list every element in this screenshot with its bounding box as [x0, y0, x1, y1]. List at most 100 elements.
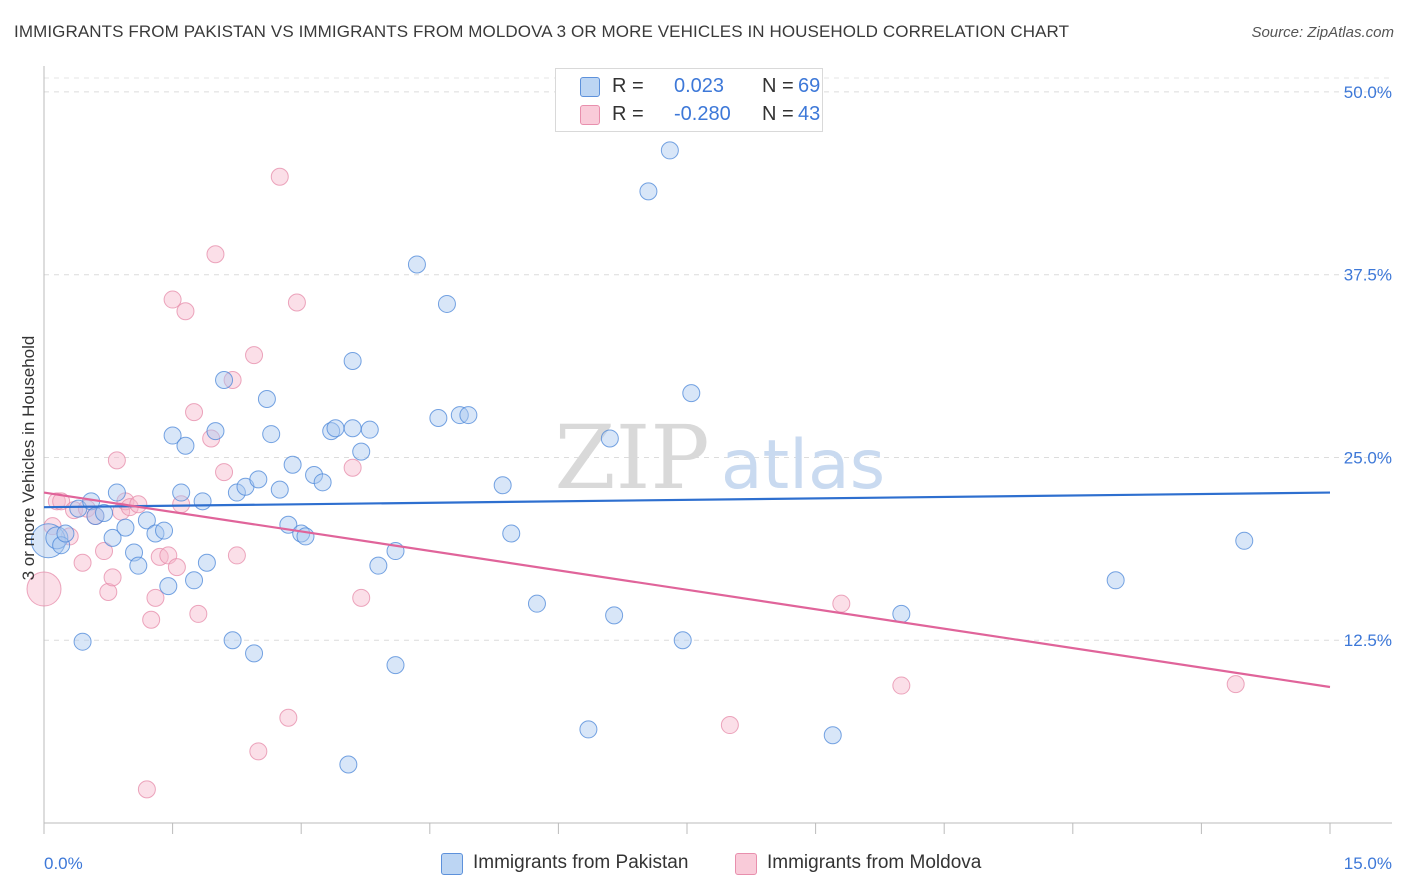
moldova-point	[99, 582, 118, 601]
moldova-point	[892, 676, 911, 695]
legend-r-value: 0.023	[674, 74, 725, 97]
moldova-point	[245, 346, 264, 365]
pakistan-point	[600, 429, 619, 448]
y-tick-label: 37.5%	[1344, 266, 1392, 285]
pakistan-point	[197, 553, 216, 572]
moldova-point	[720, 716, 739, 735]
pakistan-point	[437, 294, 456, 313]
pakistan-point	[493, 476, 512, 495]
moldova-point	[189, 604, 208, 623]
moldova-point	[832, 594, 851, 613]
moldova-trend-line	[43, 491, 1331, 689]
pakistan-point	[823, 726, 842, 745]
pakistan-point	[172, 483, 191, 502]
watermark-atlas: atlas	[721, 426, 885, 505]
pakistan-point	[176, 436, 195, 455]
pakistan-point	[52, 536, 71, 555]
chart-title: IMMIGRANTS FROM PAKISTAN VS IMMIGRANTS F…	[14, 22, 1070, 41]
moldova-legend-swatch	[735, 853, 757, 875]
pakistan-point	[369, 556, 388, 575]
y-axis-label: 3 or more Vehicles in Household	[19, 336, 38, 581]
pakistan-point	[223, 631, 242, 650]
legend-r-label: R =	[612, 74, 644, 97]
pakistan-point	[352, 442, 371, 461]
pakistan-point	[56, 524, 75, 543]
pakistan-point	[892, 604, 911, 623]
pakistan-point	[339, 755, 358, 774]
pakistan-swatch	[580, 77, 600, 97]
moldova-point	[279, 708, 298, 727]
pakistan-point	[605, 606, 624, 625]
pakistan-point	[159, 577, 178, 596]
legend-n-value: 43	[798, 102, 821, 125]
pakistan-point	[249, 470, 268, 489]
x-tick-label: 15.0%	[1344, 854, 1392, 873]
moldova-point	[215, 463, 234, 482]
trend-lines	[43, 491, 1331, 689]
watermark-zip: ZIP	[554, 406, 709, 509]
pakistan-point	[313, 473, 332, 492]
series-pakistan-points	[30, 141, 1254, 774]
pakistan-point	[326, 419, 345, 438]
y-tick-label: 50.0%	[1344, 83, 1392, 102]
moldova-point	[1226, 675, 1245, 694]
moldova-point	[47, 492, 66, 511]
pakistan-point	[185, 571, 204, 590]
pakistan-point	[129, 556, 148, 575]
pakistan-point	[407, 255, 426, 274]
pakistan-point	[103, 528, 122, 547]
moldova-point	[146, 588, 165, 607]
moldova-point	[26, 571, 62, 607]
pakistan-point	[343, 351, 362, 370]
pakistan-point	[257, 389, 276, 408]
moldova-point	[52, 492, 71, 511]
moldova-point	[352, 588, 371, 607]
pakistan-point	[682, 384, 701, 403]
source-credit: Source: ZipAtlas.com	[1251, 24, 1394, 41]
moldova-point	[227, 546, 246, 565]
pakistan-point	[270, 480, 289, 499]
moldova-point	[73, 553, 92, 572]
moldova-point	[249, 742, 268, 761]
pakistan-point	[579, 720, 598, 739]
legend-label-moldova: Immigrants from Moldova	[767, 852, 982, 873]
pakistan-point	[107, 483, 126, 502]
stats-legend: R = 0.023 N = 69 R = -0.280 N = 43	[555, 68, 823, 132]
watermark: ZIP atlas	[554, 406, 885, 509]
pakistan-point	[155, 521, 174, 540]
pakistan-point	[245, 644, 264, 663]
pakistan-point	[502, 524, 521, 543]
legend-n-label: N =	[762, 102, 794, 125]
moldova-point	[185, 403, 204, 422]
pakistan-point	[215, 370, 234, 389]
y-tick-label: 12.5%	[1344, 631, 1392, 650]
x-tick-labels: 0.0% 15.0%	[44, 854, 1392, 873]
pakistan-point	[163, 426, 182, 445]
pakistan-point	[429, 408, 448, 427]
pakistan-point	[360, 420, 379, 439]
pakistan-point	[639, 182, 658, 201]
pakistan-point	[459, 406, 478, 425]
pakistan-legend-swatch	[441, 853, 463, 875]
moldova-point	[176, 302, 195, 321]
pakistan-point	[137, 511, 156, 530]
pakistan-point	[673, 631, 692, 650]
moldova-point	[103, 568, 122, 587]
legend-n-value: 69	[798, 74, 821, 97]
pakistan-point	[283, 455, 302, 474]
pakistan-point	[527, 594, 546, 613]
moldova-point	[167, 558, 186, 577]
pakistan-point	[262, 425, 281, 444]
x-tick-label: 0.0%	[44, 854, 83, 873]
moldova-point	[137, 780, 156, 799]
legend-n-label: N =	[762, 74, 794, 97]
moldova-point	[129, 495, 148, 514]
moldova-swatch	[580, 105, 600, 125]
moldova-point	[163, 290, 182, 309]
y-tick-label: 25.0%	[1344, 448, 1392, 467]
pakistan-point	[1106, 571, 1125, 590]
legend-label-pakistan: Immigrants from Pakistan	[473, 852, 689, 873]
series-moldova-points	[26, 167, 1245, 799]
axes	[43, 66, 1392, 834]
